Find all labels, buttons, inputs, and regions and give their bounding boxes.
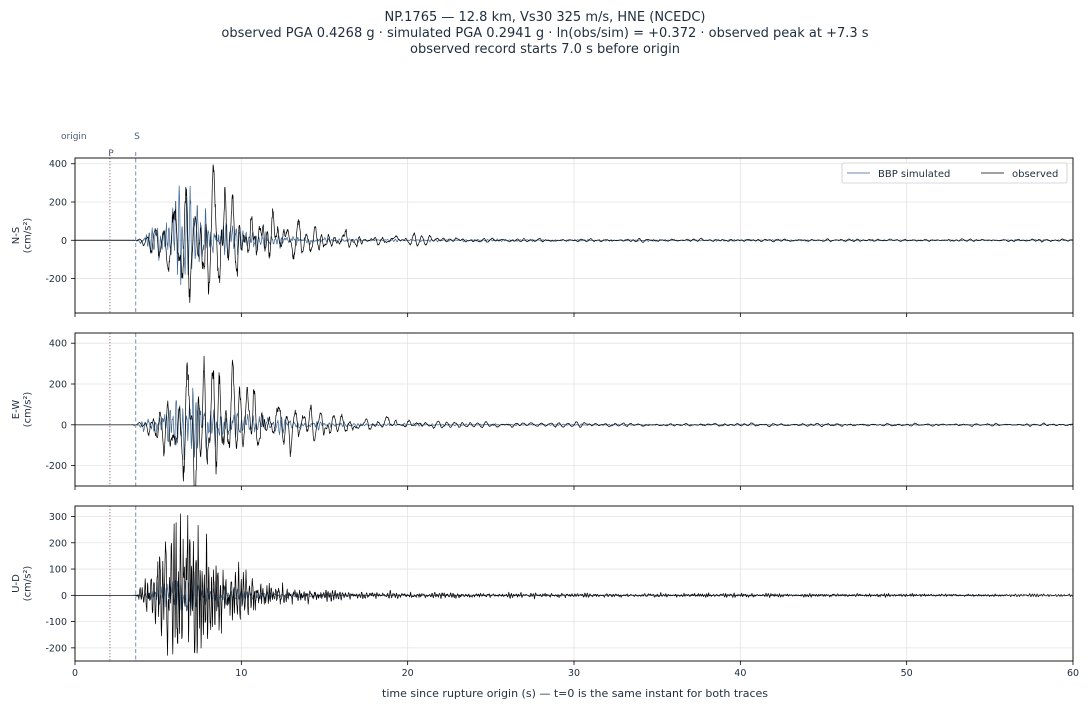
x-tick-label: 20 [402, 668, 414, 679]
x-tick-label: 10 [235, 668, 247, 679]
series-observed-ew [75, 355, 1073, 486]
y-tick-label: -200 [45, 274, 67, 285]
p-marker-label: P [108, 149, 114, 159]
y-tick-label: -200 [45, 643, 67, 654]
y-tick-label: 200 [49, 538, 67, 549]
y-axis-label-ns: N-S(cm/s²) [11, 218, 34, 254]
y-tick-label: -200 [45, 461, 67, 472]
figure-title: NP.1765 — 12.8 km, Vs30 325 m/s, HNE (NC… [221, 10, 868, 57]
traces-ns [75, 164, 1073, 303]
legend-box [841, 162, 1068, 184]
y-axis-label-line: U-D [11, 574, 22, 593]
y-axis-label-line: N-S [11, 227, 22, 244]
x-tick-label: 0 [72, 668, 78, 679]
x-axis-label: time since rupture origin (s) — t=0 is t… [382, 687, 768, 700]
y-axis-label-line: E-W [11, 400, 22, 420]
y-tick-label: 400 [49, 159, 67, 170]
title-line-3: observed record starts 7.0 s before orig… [410, 42, 680, 57]
y-tick-label: 0 [61, 420, 67, 431]
panel-ew: -200 0 200 400 E-W(cm/s²) [11, 332, 1074, 490]
y-tick-label: 200 [49, 198, 67, 209]
origin-marker-label: origin [61, 132, 87, 142]
series-observed-ns [75, 164, 1073, 303]
panels: -2000200400N-S(cm/s²)-2000200400E-W(cm/s… [11, 152, 1079, 679]
y-axis-label-line: (cm/s²) [23, 566, 34, 602]
series-observed-ud [75, 513, 1073, 656]
traces-ew [75, 355, 1073, 486]
legend-label-simulated: BBP simulated [878, 169, 950, 180]
x-tick-label: 40 [734, 668, 746, 679]
y-tick-label: -100 [45, 617, 67, 628]
title-line-1: NP.1765 — 12.8 km, Vs30 325 m/s, HNE (NC… [384, 10, 705, 25]
title-line-2: observed PGA 0.4268 g · simulated PGA 0.… [221, 26, 868, 41]
panel-ud: 0 10 20 30 40 50 60 -200 -100 0 100 200 300 U-D(cm/s²… [11, 505, 1079, 679]
y-tick-label: 300 [49, 512, 67, 523]
legend-label-observed: observed [1012, 169, 1058, 180]
y-tick-label: 100 [49, 565, 67, 576]
panel-frame-ew [74, 332, 1074, 487]
y-tick-label: 400 [49, 339, 67, 350]
y-tick-label: 0 [61, 236, 67, 247]
traces-ud [75, 513, 1073, 656]
y-axis-label-line: (cm/s²) [23, 218, 34, 254]
legend: BBP simulated observed [841, 162, 1068, 184]
y-tick-label: 200 [49, 380, 67, 391]
panel-frame-ns [74, 157, 1074, 314]
y-axis-label-ew: E-W(cm/s²) [11, 392, 34, 428]
s-marker-label: S [134, 132, 140, 142]
y-tick-label: 0 [61, 591, 67, 602]
x-tick-label: 50 [901, 668, 913, 679]
y-axis-label-ud: U-D(cm/s²) [11, 566, 34, 602]
y-axis-label-line: (cm/s²) [23, 392, 34, 428]
x-tick-label: 30 [568, 668, 580, 679]
x-tick-label: 60 [1067, 668, 1079, 679]
panel-frame-ud [74, 505, 1074, 662]
